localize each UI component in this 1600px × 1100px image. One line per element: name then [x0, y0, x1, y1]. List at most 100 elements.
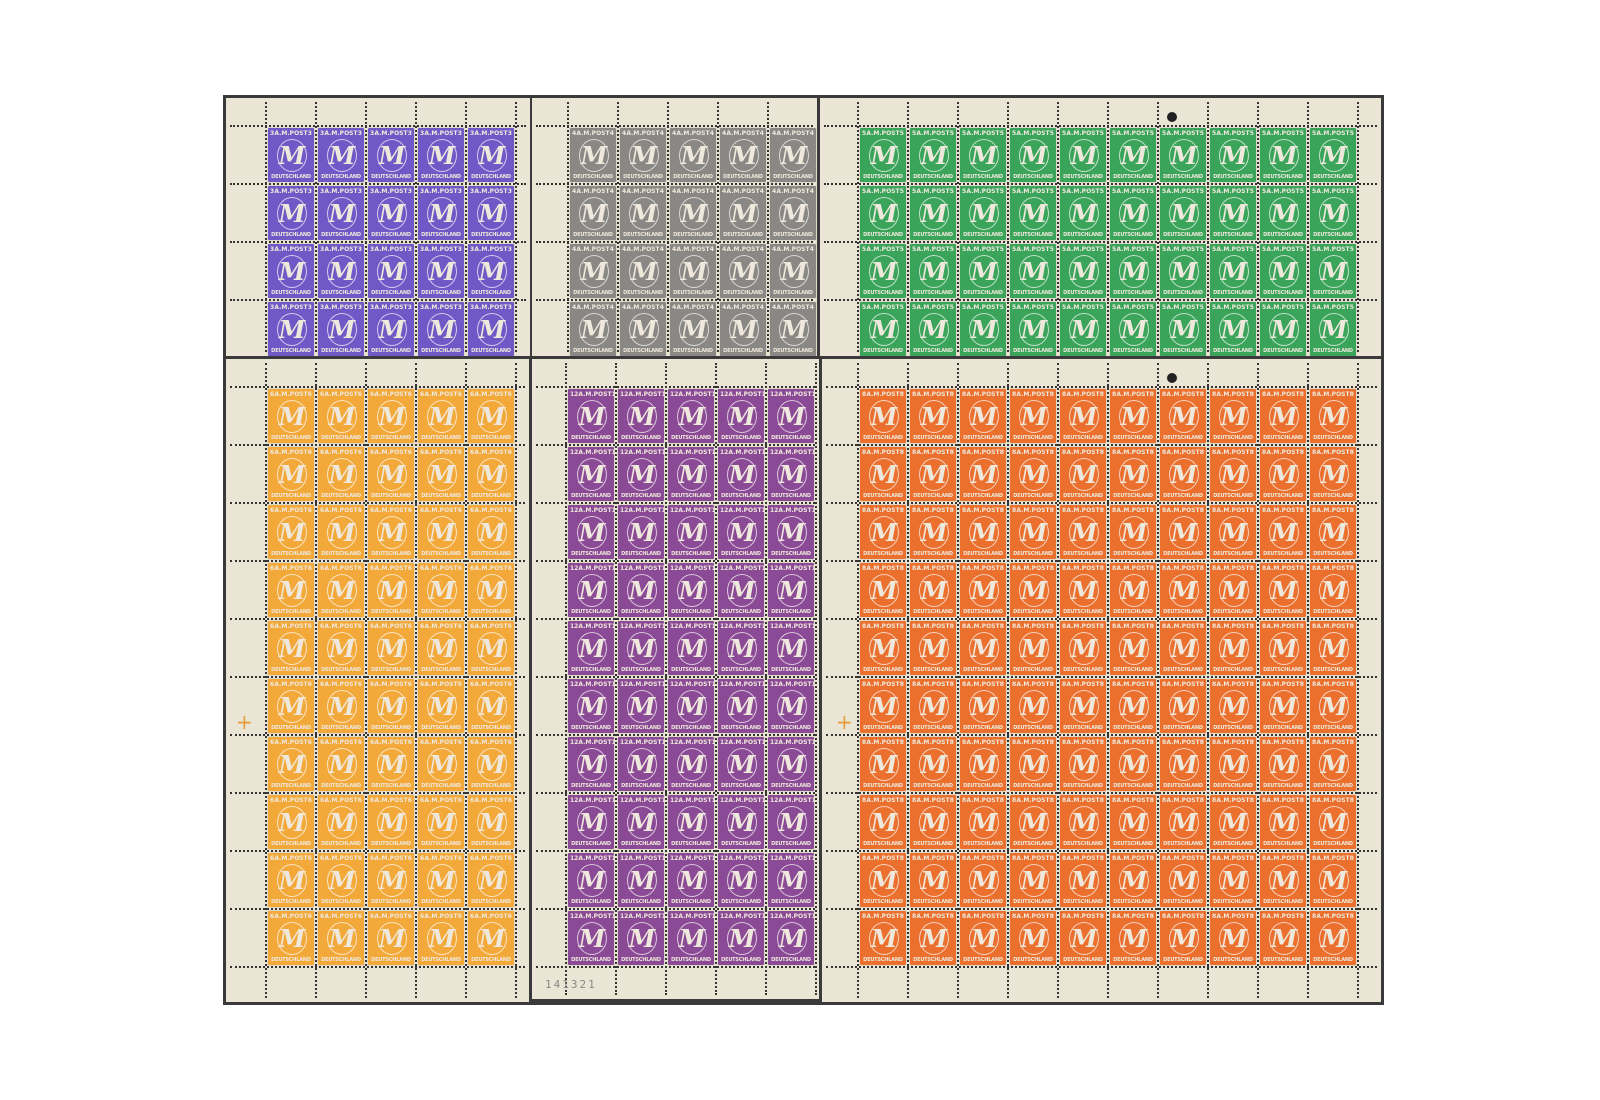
stamp-letter: M	[870, 402, 898, 431]
stamp: 8 A.M.POST 8 M DEUTSCHLAND	[860, 505, 906, 559]
stamp-bottom: DEUTSCHLAND	[1063, 725, 1103, 731]
stamp-letter: M	[780, 141, 808, 170]
stamp-letter: M	[1170, 808, 1198, 837]
stamp-bottom: DEUTSCHLAND	[721, 783, 761, 789]
stamp-top: 6 A.M.POST 6	[470, 391, 512, 398]
stamp: 3 A.M.POST 3 M DEUTSCHLAND	[318, 244, 364, 298]
stamp-oval: M	[727, 864, 757, 897]
stamp-letter: M	[678, 402, 706, 431]
stamp-oval: M	[727, 690, 757, 723]
stamp-letter: M	[428, 692, 456, 721]
stamp: 6 A.M.POST 6 M DEUTSCHLAND	[318, 911, 364, 965]
stamp-top: 6 A.M.POST 6	[420, 507, 462, 514]
stamp-top: 6 A.M.POST 6	[370, 565, 412, 572]
stamp-bottom: DEUTSCHLAND	[573, 290, 613, 296]
stamp-oval: M	[1319, 574, 1349, 607]
stamp-oval: M	[1019, 922, 1049, 955]
stamp: 6 A.M.POST 6 M DEUTSCHLAND	[368, 563, 414, 617]
stamp-oval: M	[577, 400, 607, 433]
stamp-letter: M	[778, 460, 806, 489]
stamp: 8 A.M.POST 8 M DEUTSCHLAND	[1060, 563, 1106, 617]
perforation	[230, 792, 525, 794]
stamp: 8 A.M.POST 8 M DEUTSCHLAND	[1110, 795, 1156, 849]
stamp-top: 6 A.M.POST 6	[420, 855, 462, 862]
stamp-top: 6 A.M.POST 6	[420, 739, 462, 746]
stamp-letter: M	[1320, 750, 1348, 779]
stamp-oval: M	[327, 864, 357, 897]
stamp-bottom: DEUTSCHLAND	[671, 841, 711, 847]
stamp-top: 12 A.M.POST 12	[770, 739, 819, 746]
stamp-top: 8 A.M.POST 8	[1312, 507, 1354, 514]
stamp-letter: M	[730, 141, 758, 170]
stamp-bottom: DEUTSCHLAND	[771, 841, 811, 847]
stamp: 6 A.M.POST 6 M DEUTSCHLAND	[268, 621, 314, 675]
stamp: 8 A.M.POST 8 M DEUTSCHLAND	[1010, 621, 1056, 675]
stamp-top: 6 A.M.POST 6	[370, 391, 412, 398]
stamp-oval: M	[1319, 313, 1349, 346]
stamp-bottom: DEUTSCHLAND	[371, 957, 411, 963]
stamp-top: 8 A.M.POST 8	[1262, 739, 1304, 746]
stamp: 12 A.M.POST 12 M DEUTSCHLAND	[568, 911, 620, 965]
stamp-oval: M	[1269, 922, 1299, 955]
stamp-oval: M	[869, 255, 899, 288]
stamp-top: 6 A.M.POST 6	[370, 913, 412, 920]
stamp-letter: M	[1070, 518, 1098, 547]
stamp-bottom: DEUTSCHLAND	[671, 493, 711, 499]
stamp: 5 A.M.POST 5 M DEUTSCHLAND	[1010, 186, 1056, 240]
stamp-oval: M	[1169, 255, 1199, 288]
stamp-letter: M	[1220, 402, 1248, 431]
stamp-bottom: DEUTSCHLAND	[1013, 957, 1053, 963]
stamp-oval: M	[1219, 255, 1249, 288]
stamp-bottom: DEUTSCHLAND	[621, 899, 661, 905]
stamp-bottom: DEUTSCHLAND	[471, 899, 511, 905]
stamp-letter: M	[1220, 257, 1248, 286]
stamp-oval: M	[1169, 864, 1199, 897]
stamp-top: 6 A.M.POST 6	[370, 623, 412, 630]
stamp-top: 8 A.M.POST 8	[962, 507, 1004, 514]
stamp-bottom: DEUTSCHLAND	[271, 435, 311, 441]
stamp: 12 A.M.POST 12 M DEUTSCHLAND	[718, 911, 770, 965]
stamp-oval: M	[1019, 197, 1049, 230]
stamp-letter: M	[1270, 692, 1298, 721]
stamp-letter: M	[1270, 257, 1298, 286]
stamp-oval: M	[1119, 922, 1149, 955]
stamp-letter: M	[1320, 866, 1348, 895]
stamp-oval: M	[577, 922, 607, 955]
stamp-letter: M	[870, 199, 898, 228]
stamp-oval: M	[1319, 806, 1349, 839]
stamp-bottom: DEUTSCHLAND	[863, 290, 903, 296]
stamp: 8 A.M.POST 8 M DEUTSCHLAND	[1060, 621, 1106, 675]
perforation	[1357, 363, 1359, 998]
stamp: 6 A.M.POST 6 M DEUTSCHLAND	[468, 563, 514, 617]
stamp-letter: M	[1120, 402, 1148, 431]
stamp-letter: M	[328, 257, 356, 286]
stamp-oval: M	[427, 864, 457, 897]
stamp-bottom: DEUTSCHLAND	[671, 667, 711, 673]
stamp-letter: M	[478, 750, 506, 779]
stamp-letter: M	[870, 866, 898, 895]
stamp-oval: M	[727, 574, 757, 607]
stamp-bottom: DEUTSCHLAND	[963, 899, 1003, 905]
stamp-bottom: DEUTSCHLAND	[913, 551, 953, 557]
stamp-oval: M	[1019, 690, 1049, 723]
stamp-bottom: DEUTSCHLAND	[321, 725, 361, 731]
perforation	[230, 444, 525, 446]
stamp-oval: M	[969, 197, 999, 230]
stamp-letter: M	[478, 257, 506, 286]
stamp-top: 8 A.M.POST 8	[962, 449, 1004, 456]
stamp-oval: M	[377, 922, 407, 955]
stamp-bottom: DEUTSCHLAND	[1213, 435, 1253, 441]
stamp-oval: M	[1069, 806, 1099, 839]
stamp-letter: M	[728, 808, 756, 837]
stamp-top: 5 A.M.POST 5	[1012, 188, 1054, 195]
stamp-bottom: DEUTSCHLAND	[421, 609, 461, 615]
stamp-top: 4 A.M.POST 4	[572, 246, 614, 253]
stamp-letter: M	[728, 576, 756, 605]
stamp: 8 A.M.POST 8 M DEUTSCHLAND	[1160, 447, 1206, 501]
perforation	[565, 363, 567, 995]
stamp-top: 12 A.M.POST 12	[620, 855, 670, 862]
stamp-bottom: DEUTSCHLAND	[371, 551, 411, 557]
perforation	[826, 850, 1377, 852]
stamp-top: 8 A.M.POST 8	[1062, 623, 1104, 630]
perforation	[667, 102, 669, 352]
